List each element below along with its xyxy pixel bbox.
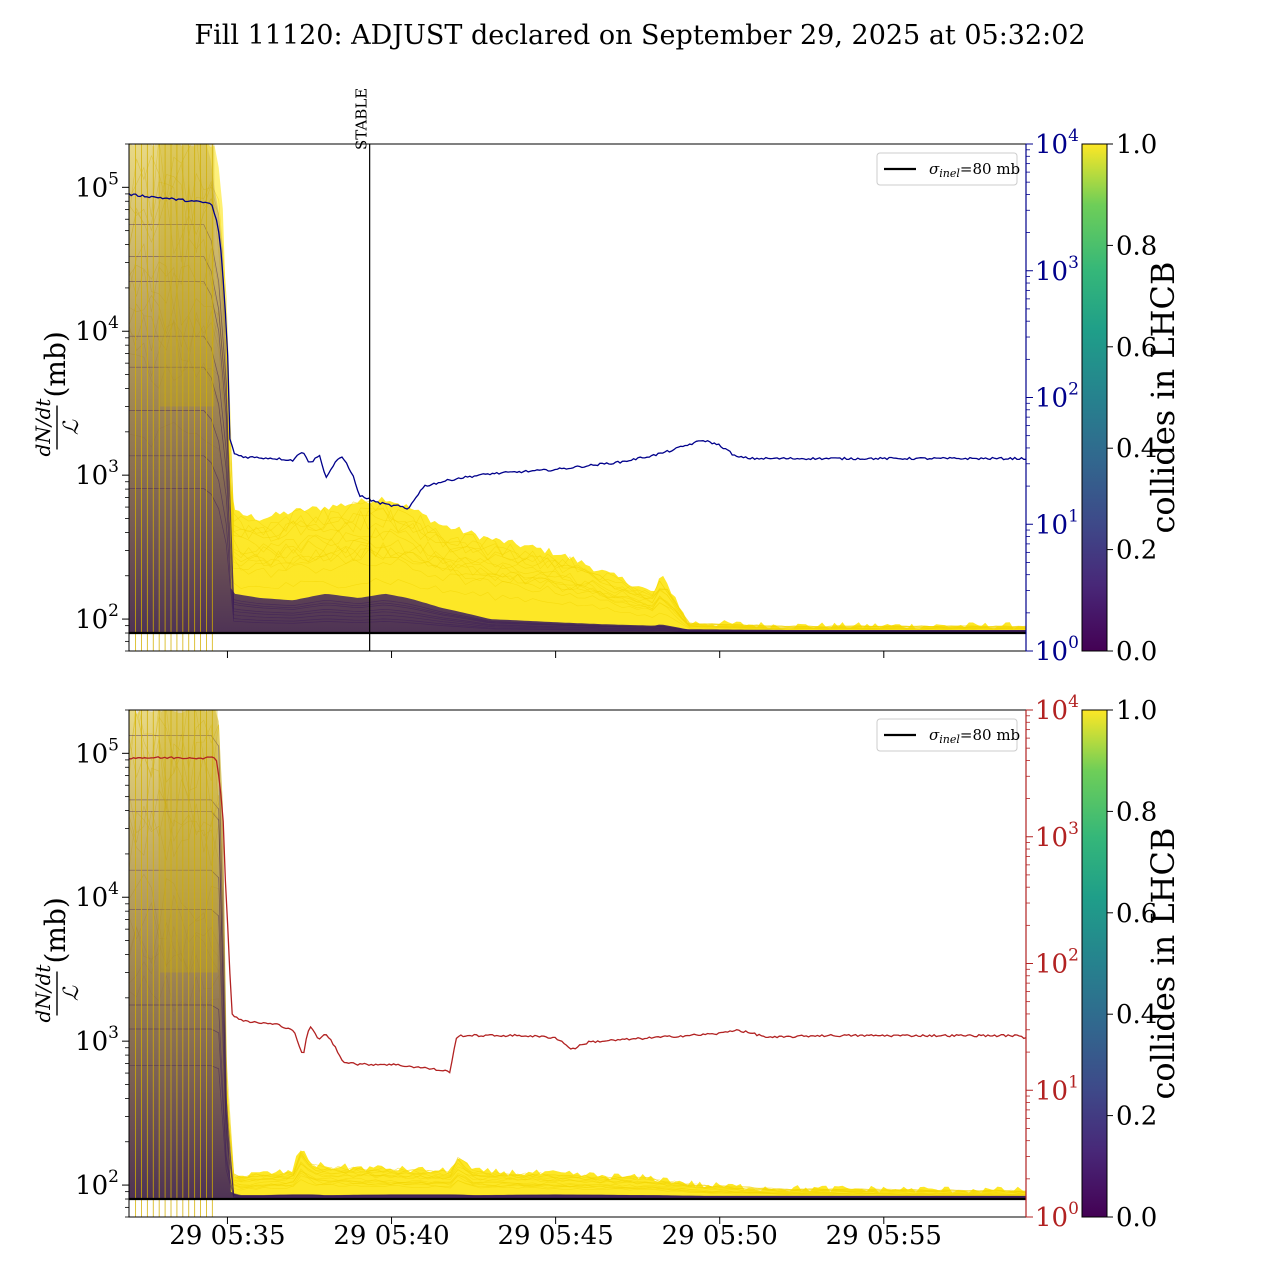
legend: σinel=80 mb: [876, 152, 1020, 186]
y-tick-label: 104: [75, 313, 119, 347]
colorbar-tick-label: 0.4: [1116, 434, 1157, 464]
right-tick-label: 103: [1035, 253, 1079, 287]
y-label-denominator: ℒ: [59, 985, 83, 1001]
top-colorbar: 0.0 0.2 0.4 0.6 0.8 1.0 collides in LHCB: [1081, 130, 1182, 667]
colliding-bunch-trace: [129, 873, 1026, 1195]
noncolliding-bunch-trace: [129, 335, 1026, 632]
y-label-denominator: ℒ: [59, 419, 83, 435]
colorbar-tick-label: 1.0: [1116, 696, 1157, 726]
plot-area: [129, 144, 1026, 651]
colorbar-tick-label: 0.4: [1116, 1000, 1157, 1030]
colliding-bunch-trace: [129, 799, 1026, 1194]
x-tick-label: 29 05:40: [333, 1221, 449, 1251]
y-label-unit: (mb): [39, 331, 72, 397]
y-tick-label: 105: [75, 169, 119, 203]
colorbar-label: collides in LHCB: [1144, 261, 1182, 533]
colliding-bunch-trace: [129, 266, 1026, 629]
y-axis-label: dN/dt ℒ (mb): [31, 331, 83, 456]
noncolliding-bunch-trace: [129, 1004, 1026, 1199]
y-tick-label: 103: [75, 1023, 119, 1057]
noncolliding-bunch-trace: [129, 799, 1026, 1197]
colliding-bunch-trace: [129, 912, 1026, 1196]
top-panel: STABLE 102 103 104 105 100 101 102 103 104 dN/dt ℒ (…: [31, 88, 1079, 667]
right-axis-series-line: [129, 193, 1026, 510]
stable-marker-label: STABLE: [353, 88, 371, 150]
y-tick-label: 103: [75, 457, 119, 491]
colorbar-tick-label: 0.8: [1116, 797, 1157, 827]
colorbar-tick-label: 0.2: [1116, 1102, 1157, 1132]
colorbar-tick-label: 1.0: [1116, 130, 1157, 160]
y-tick-label: 102: [75, 601, 119, 635]
y-tick-label: 105: [75, 735, 119, 769]
colliding-bunch-trace: [129, 353, 1026, 630]
legend-box: [876, 152, 1018, 186]
bottom-panel: 102 103 104 105 100 101 102 103 104 29 05:35 29 05…: [31, 692, 1079, 1251]
right-tick-label: 100: [1035, 633, 1079, 667]
early-dense-region: [160, 144, 215, 407]
legend-label: σinel=80 mb: [929, 160, 1020, 180]
colliding-bunch-trace: [129, 174, 1026, 628]
y-tick-label: 102: [75, 1167, 119, 1201]
colliding-bunch-trace: [129, 811, 1026, 1194]
colliding-bunch-trace: [129, 895, 1026, 1195]
colliding-bunch-trace: [129, 737, 1026, 1193]
colliding-bunch-trace: [129, 713, 1026, 1193]
right-axis-series-line: [129, 756, 1026, 1074]
right-tick-label: 104: [1035, 692, 1079, 726]
colliding-bunch-trace: [129, 144, 1026, 628]
colliding-bunch-trace: [129, 710, 1026, 1192]
y-label-numerator: dN/dt: [31, 964, 55, 1023]
right-tick-label: 103: [1035, 819, 1079, 853]
early-dense-region: [160, 710, 218, 973]
legend: σinel=80 mb: [876, 718, 1020, 752]
figure-title: Fill 11120: ADJUST declared on September…: [194, 20, 1085, 51]
colorbar-tick-label: 0.0: [1116, 1203, 1157, 1233]
x-tick-label: 29 05:35: [169, 1221, 285, 1251]
colorbar-gradient: [1081, 143, 1108, 652]
right-tick-label: 104: [1035, 126, 1079, 160]
y-tick-label: 104: [75, 879, 119, 913]
axes-frame: [128, 709, 1027, 1218]
right-tick-label: 102: [1035, 380, 1079, 414]
plot-area: [129, 710, 1026, 1217]
y-axis-label: dN/dt ℒ (mb): [31, 897, 83, 1022]
x-tick-label: 29 05:45: [497, 1221, 613, 1251]
noncolliding-bunch-trace: [129, 908, 1026, 1198]
colorbar-gradient: [1081, 709, 1108, 1218]
noncolliding-bunch-trace: [129, 455, 1026, 633]
colliding-bunch-trace: [129, 710, 1026, 1192]
colorbar-tick-label: 0.6: [1116, 899, 1157, 929]
colorbar-tick-label: 0.6: [1116, 333, 1157, 363]
y-label-numerator: dN/dt: [31, 398, 55, 457]
colorbar-tick-label: 0.8: [1116, 231, 1157, 261]
noncolliding-bunches-band: [129, 144, 1026, 633]
noncolliding-bunch-trace: [129, 869, 1026, 1198]
legend-box: [876, 718, 1018, 752]
right-tick-label: 102: [1035, 946, 1079, 980]
x-tick-label: 29 05:55: [826, 1221, 942, 1251]
colorbar-label: collides in LHCB: [1144, 827, 1182, 1099]
colliding-bunch-trace: [129, 924, 1026, 1195]
right-tick-label: 101: [1035, 1072, 1079, 1106]
colliding-bunch-trace: [129, 943, 1026, 1196]
noncolliding-bunch-trace: [129, 256, 1026, 632]
right-tick-label: 100: [1035, 1199, 1079, 1233]
colliding-bunches-band: [129, 144, 1026, 633]
colliding-bunch-trace: [129, 788, 1026, 1194]
legend-label: σinel=80 mb: [929, 726, 1020, 746]
noncolliding-bunches-band: [129, 710, 1026, 1199]
colliding-bunches-band: [129, 710, 1026, 1199]
x-tick-label: 29 05:50: [662, 1221, 778, 1251]
colliding-bunch-trace: [129, 974, 1026, 1196]
noncolliding-bunch-trace: [129, 810, 1026, 1197]
colorbar-tick-label: 0.2: [1116, 536, 1157, 566]
bottom-colorbar: 0.0 0.2 0.4 0.6 0.8 1.0 collides in LHCB: [1081, 696, 1182, 1233]
right-tick-label: 101: [1035, 506, 1079, 540]
noncolliding-bunch-trace: [129, 735, 1026, 1197]
colorbar-tick-label: 0.0: [1116, 637, 1157, 667]
y-label-unit: (mb): [39, 897, 72, 963]
colliding-bunch-trace: [129, 767, 1026, 1193]
